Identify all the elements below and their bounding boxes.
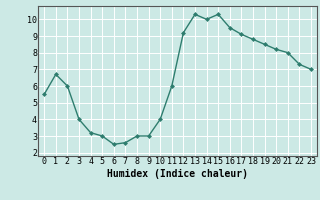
X-axis label: Humidex (Indice chaleur): Humidex (Indice chaleur) [107, 169, 248, 179]
